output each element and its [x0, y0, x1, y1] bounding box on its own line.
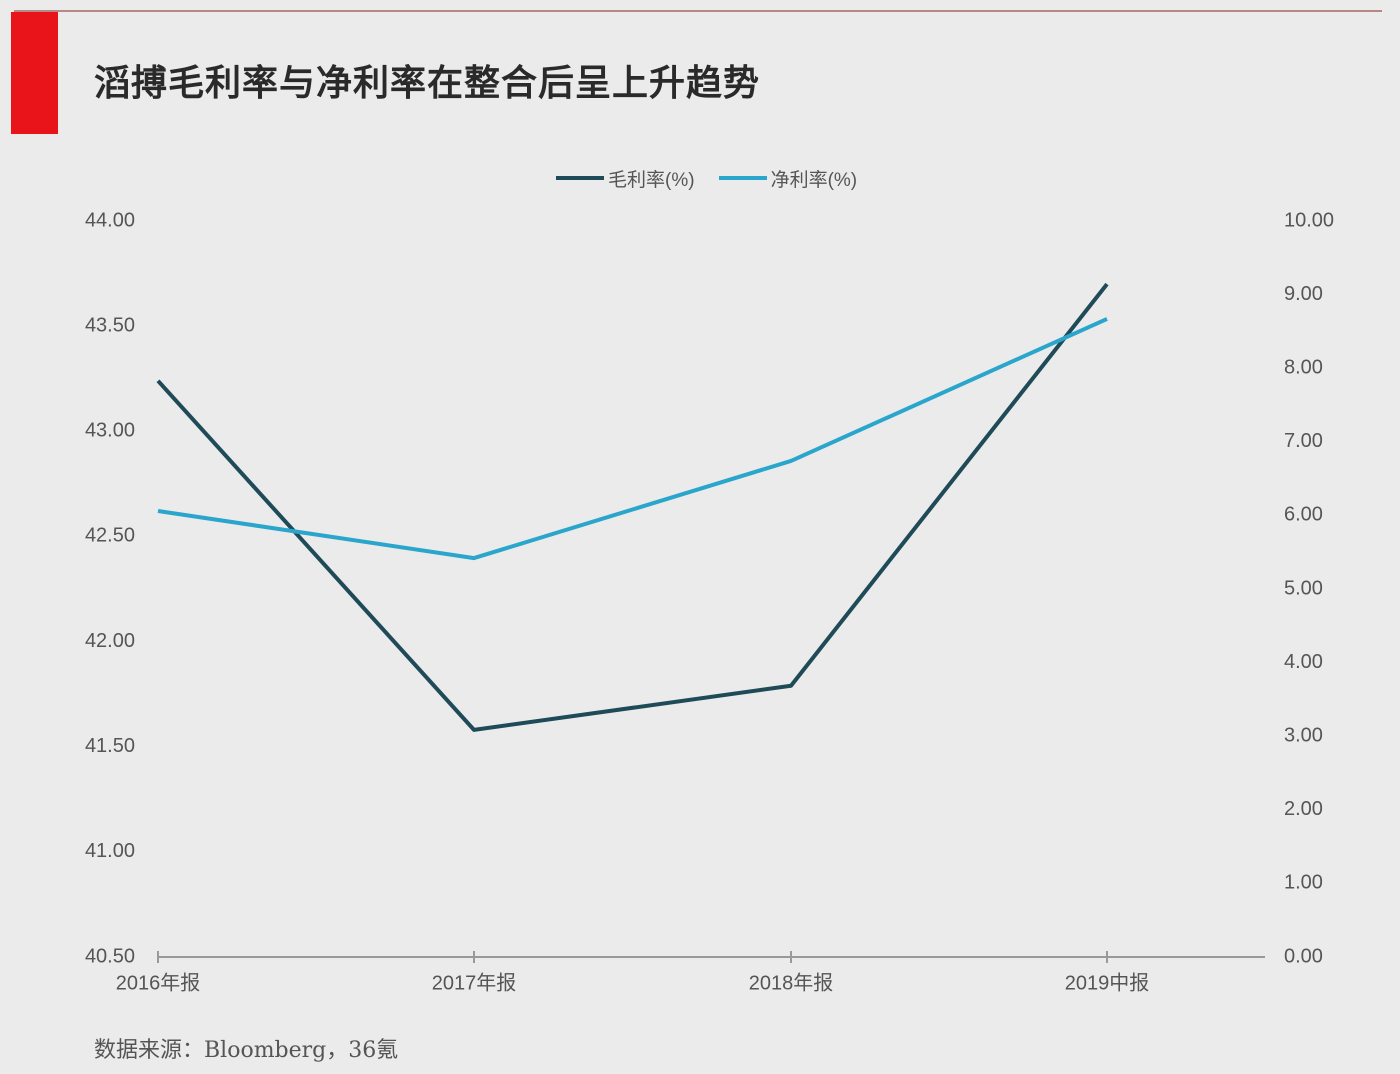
top-rule: [14, 10, 1382, 12]
right-axis-tick-label: 10.00: [1284, 209, 1334, 231]
legend-swatch-gross-margin: [556, 176, 604, 180]
legend-label: 毛利率(%): [608, 169, 695, 191]
legend-item-gross-margin: 毛利率(%): [556, 165, 695, 192]
right-axis-tick-label: 7.00: [1284, 430, 1323, 452]
legend-label: 净利率(%): [770, 169, 858, 191]
x-axis-tick-label: 2019中报: [1065, 971, 1150, 994]
legend-item-net-margin: 净利率(%): [718, 165, 858, 192]
right-axis-tick-label: 1.00: [1284, 872, 1323, 894]
left-axis-tick-label: 43.50: [85, 314, 135, 336]
x-axis-tick-label: 2018年报: [749, 971, 834, 994]
left-axis-ticks: 44.00 43.50 43.00 42.50 42.00 41.50 41.00 40.50: [85, 209, 135, 967]
left-axis-tick-label: 44.00: [85, 209, 135, 231]
right-axis-tick-label: 0.00: [1284, 945, 1323, 967]
gross-margin-line: [156, 282, 1109, 732]
left-axis-tick-label: 41.50: [85, 735, 135, 757]
left-axis-tick-label: 42.00: [85, 630, 135, 652]
right-axis-tick-label: 6.00: [1284, 504, 1323, 526]
x-axis-tick-label: 2017年报: [432, 971, 517, 994]
accent-bar: [11, 12, 58, 134]
x-axis-tick-label: 2016年报: [116, 971, 201, 994]
left-axis-tick-label: 42.50: [85, 525, 135, 547]
legend-swatch-net-margin: [718, 176, 767, 180]
legend: 毛利率(%) 净利率(%): [556, 165, 858, 192]
left-axis-tick-label: 41.00: [85, 840, 135, 862]
left-axis-tick-label: 43.00: [85, 420, 135, 442]
data-source-note: 数据来源：Bloomberg，36氪: [94, 1038, 399, 1063]
chart-title: 滔搏毛利率与净利率在整合后呈上升趋势: [94, 63, 761, 104]
right-axis-tick-label: 5.00: [1284, 577, 1323, 599]
x-axis-ticks: 2016年报 2017年报 2018年报 2019中报: [116, 951, 1150, 994]
left-axis-tick-label: 40.50: [85, 945, 135, 967]
right-axis-ticks: 10.00 9.00 8.00 7.00 6.00 5.00 4.00 3.00 2.00 1.0…: [1284, 209, 1334, 967]
right-axis-tick-label: 9.00: [1284, 283, 1323, 305]
right-axis-tick-label: 8.00: [1284, 356, 1323, 378]
right-axis-tick-label: 3.00: [1284, 724, 1323, 746]
right-axis-tick-label: 2.00: [1284, 798, 1323, 820]
net-margin-line: [157, 317, 1108, 561]
right-axis-tick-label: 4.00: [1284, 651, 1323, 673]
